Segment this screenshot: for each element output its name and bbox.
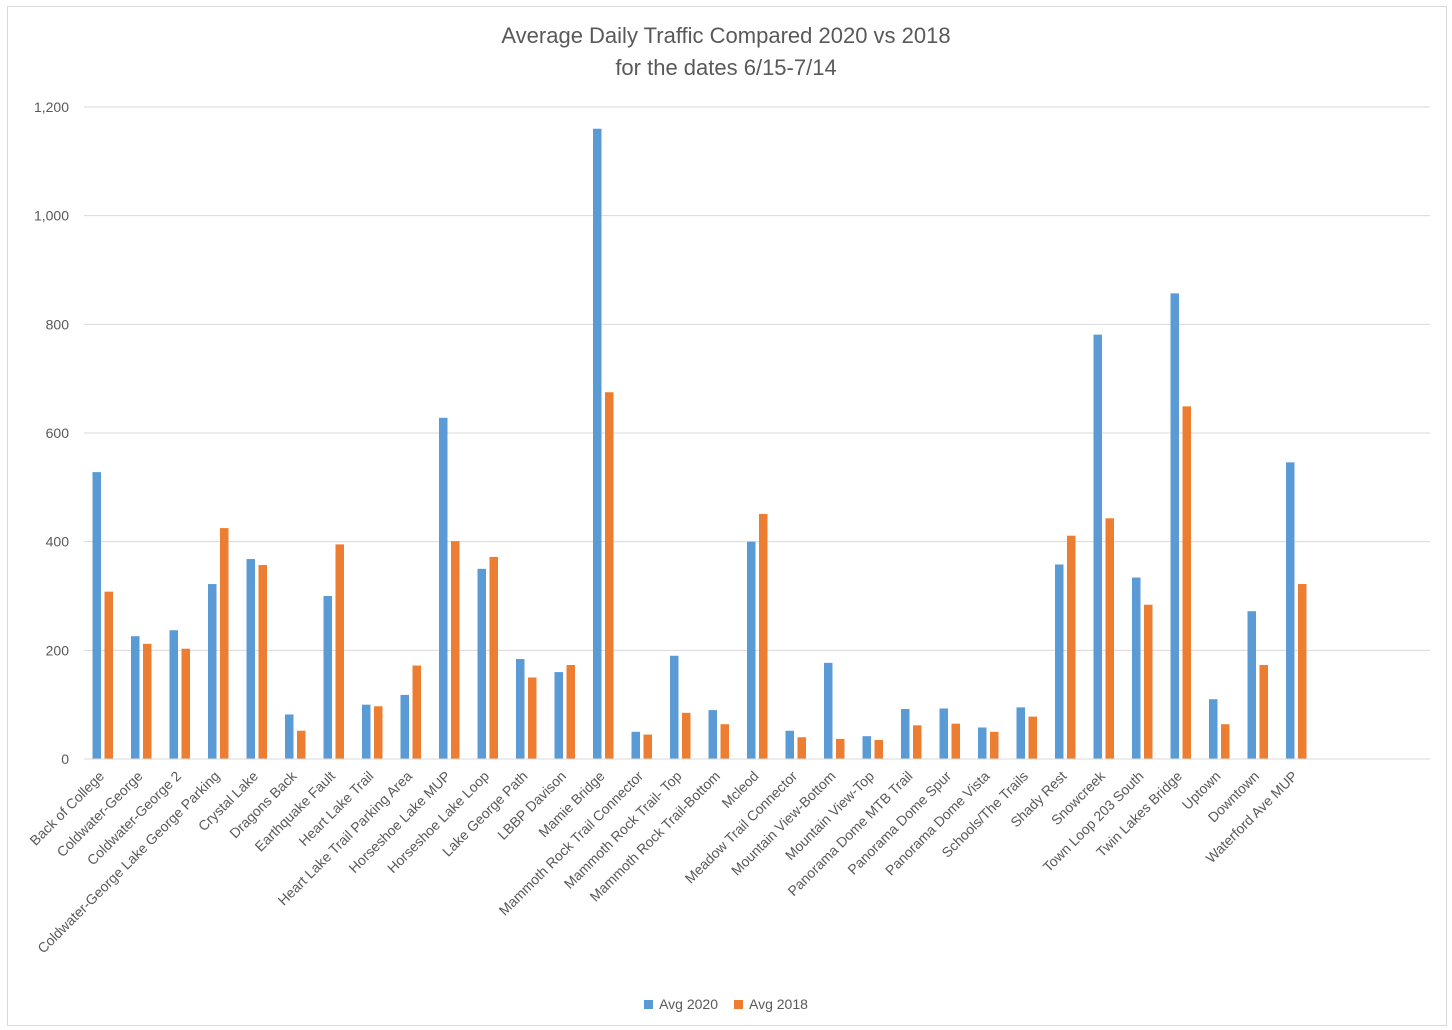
y-tick-label: 200 [46, 642, 70, 658]
chart-subtitle: for the dates 6/15-7/14 [615, 55, 837, 80]
bar-avg-2020 [1132, 577, 1141, 759]
bar-avg-2018 [181, 648, 190, 759]
bar-avg-2018 [605, 392, 614, 759]
chart-frame [7, 6, 1447, 1026]
bar-avg-2018 [1182, 406, 1191, 759]
gridlines [84, 106, 1430, 651]
bar-avg-2020 [323, 596, 332, 759]
bar-avg-2018 [220, 528, 229, 759]
bar-avg-2018 [990, 731, 999, 759]
bar-avg-2020 [670, 655, 679, 759]
bar-avg-2020 [246, 559, 255, 759]
legend: Avg 2020 Avg 2018 [0, 996, 1452, 1012]
bar-avg-2020 [1093, 334, 1102, 759]
bar-avg-2020 [824, 662, 833, 759]
bar-avg-2020 [362, 704, 371, 759]
bar-avg-2020 [400, 694, 409, 759]
y-axis-tick-labels: 0 200 400 600 800 1,000 1,200 [34, 99, 69, 767]
bar-avg-2020 [593, 128, 602, 759]
bar-avg-2020 [208, 584, 217, 759]
y-tick-label: 1,200 [34, 99, 69, 115]
bar-avg-2018 [951, 723, 960, 759]
legend-label-avg-2018: Avg 2018 [749, 996, 808, 1012]
y-tick-label: 400 [46, 534, 70, 550]
chart-title: Average Daily Traffic Compared 2020 vs 2… [501, 23, 951, 48]
bar-avg-2020 [131, 636, 140, 759]
bar-avg-2018 [836, 738, 845, 759]
bar-avg-2018 [913, 725, 922, 759]
bar-avg-2020 [901, 709, 910, 759]
bar-avg-2020 [862, 736, 871, 759]
bar-avg-2018 [1144, 604, 1153, 759]
bar-avg-2018 [643, 734, 652, 759]
bar-avg-2020 [1286, 462, 1295, 759]
legend-swatch-avg-2018 [734, 999, 743, 1009]
bar-avg-2018 [143, 643, 152, 759]
bar-avg-2018 [874, 739, 883, 759]
bar-avg-2018 [720, 724, 729, 759]
bar-avg-2020 [747, 541, 756, 759]
bar-avg-2018 [682, 712, 691, 759]
bar-avg-2020 [978, 727, 987, 759]
bar-avg-2018 [1028, 716, 1037, 759]
legend-item-avg-2018: Avg 2018 [734, 996, 808, 1012]
bar-avg-2018 [258, 565, 267, 759]
bar-avg-2020 [1170, 293, 1179, 759]
bar-avg-2020 [1055, 564, 1064, 759]
bar-avg-2020 [1247, 611, 1256, 759]
bar-avg-2018 [297, 730, 306, 759]
bar-avg-2018 [104, 591, 113, 759]
bar-avg-2018 [1067, 535, 1076, 759]
y-tick-label: 0 [61, 751, 69, 767]
bar-avg-2018 [1105, 518, 1114, 759]
bar-avg-2020 [516, 659, 525, 759]
bar-avg-2020 [169, 630, 178, 759]
bar-avg-2018 [759, 513, 768, 759]
bar-avg-2018 [335, 544, 344, 759]
bars [92, 128, 1307, 759]
chart-title-block: Average Daily Traffic Compared 2020 vs 2… [0, 20, 1452, 84]
bar-avg-2018 [374, 706, 383, 759]
legend-label-avg-2020: Avg 2020 [659, 996, 718, 1012]
y-tick-label: 800 [46, 316, 70, 332]
bar-avg-2018 [451, 541, 460, 759]
bar-avg-2018 [489, 556, 498, 759]
legend-swatch-avg-2020 [644, 999, 654, 1009]
bar-avg-2018 [412, 665, 421, 759]
bar-chart: 0 200 400 600 800 1,000 1,200 Back of CollegeC… [26, 99, 1430, 956]
bar-avg-2020 [785, 730, 794, 759]
bar-avg-2020 [1016, 707, 1025, 759]
bar-avg-2018 [528, 677, 537, 759]
bar-avg-2018 [797, 737, 806, 759]
x-axis-category-labels: Back of CollegeColdwater-GeorgeColdwater… [26, 767, 1300, 956]
bar-avg-2020 [1209, 699, 1218, 759]
bar-avg-2020 [477, 568, 486, 759]
bar-avg-2018 [566, 665, 575, 759]
bar-avg-2020 [285, 714, 294, 759]
bar-avg-2020 [554, 672, 563, 759]
bar-avg-2020 [92, 472, 101, 759]
bar-avg-2020 [708, 710, 717, 759]
y-tick-label: 1,000 [34, 208, 69, 224]
bar-avg-2018 [1298, 584, 1307, 759]
legend-item-avg-2020: Avg 2020 [644, 996, 718, 1012]
bar-avg-2020 [631, 731, 640, 759]
bar-avg-2018 [1259, 665, 1268, 759]
bar-avg-2018 [1221, 724, 1230, 759]
bar-avg-2020 [939, 708, 948, 759]
y-tick-label: 600 [46, 425, 70, 441]
bar-avg-2020 [439, 417, 448, 759]
